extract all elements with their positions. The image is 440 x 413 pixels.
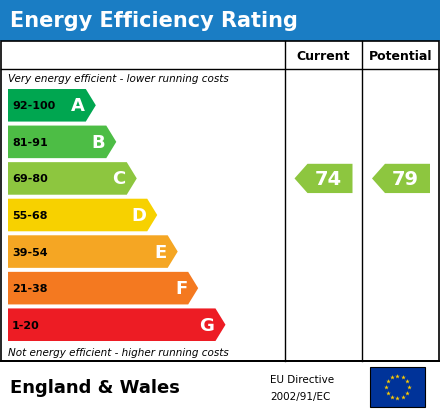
Text: E: E [154, 243, 167, 261]
Polygon shape [8, 236, 178, 268]
Polygon shape [294, 164, 352, 194]
Text: 69-80: 69-80 [12, 174, 48, 184]
Polygon shape [372, 164, 430, 194]
Text: 92-100: 92-100 [12, 101, 55, 111]
Text: Energy Efficiency Rating: Energy Efficiency Rating [10, 11, 298, 31]
Polygon shape [8, 309, 225, 341]
Text: Potential: Potential [369, 50, 433, 62]
Text: 1-20: 1-20 [12, 320, 40, 330]
Text: 74: 74 [314, 169, 341, 188]
Text: Very energy efficient - lower running costs: Very energy efficient - lower running co… [8, 74, 229, 84]
Text: 79: 79 [392, 169, 419, 188]
Text: 55-68: 55-68 [12, 211, 48, 221]
Polygon shape [8, 163, 137, 195]
Polygon shape [8, 199, 157, 232]
Text: B: B [92, 133, 105, 152]
Text: G: G [200, 316, 214, 334]
Text: 21-38: 21-38 [12, 283, 48, 293]
Bar [370, 367, 425, 407]
Text: EU Directive: EU Directive [270, 374, 334, 384]
Polygon shape [8, 126, 116, 159]
Polygon shape [8, 272, 198, 305]
Bar [0, 361, 440, 413]
Text: 81-91: 81-91 [12, 138, 48, 147]
Text: D: D [131, 206, 146, 224]
Text: 39-54: 39-54 [12, 247, 48, 257]
Polygon shape [8, 90, 96, 122]
Text: C: C [113, 170, 126, 188]
Text: A: A [71, 97, 85, 115]
Text: England & Wales: England & Wales [10, 378, 180, 396]
Text: Current: Current [297, 50, 350, 62]
Bar [1, 42, 439, 361]
Text: 2002/91/EC: 2002/91/EC [270, 392, 330, 401]
Text: Not energy efficient - higher running costs: Not energy efficient - higher running co… [8, 347, 229, 357]
Text: F: F [175, 280, 187, 297]
Bar [0, 0, 440, 42]
